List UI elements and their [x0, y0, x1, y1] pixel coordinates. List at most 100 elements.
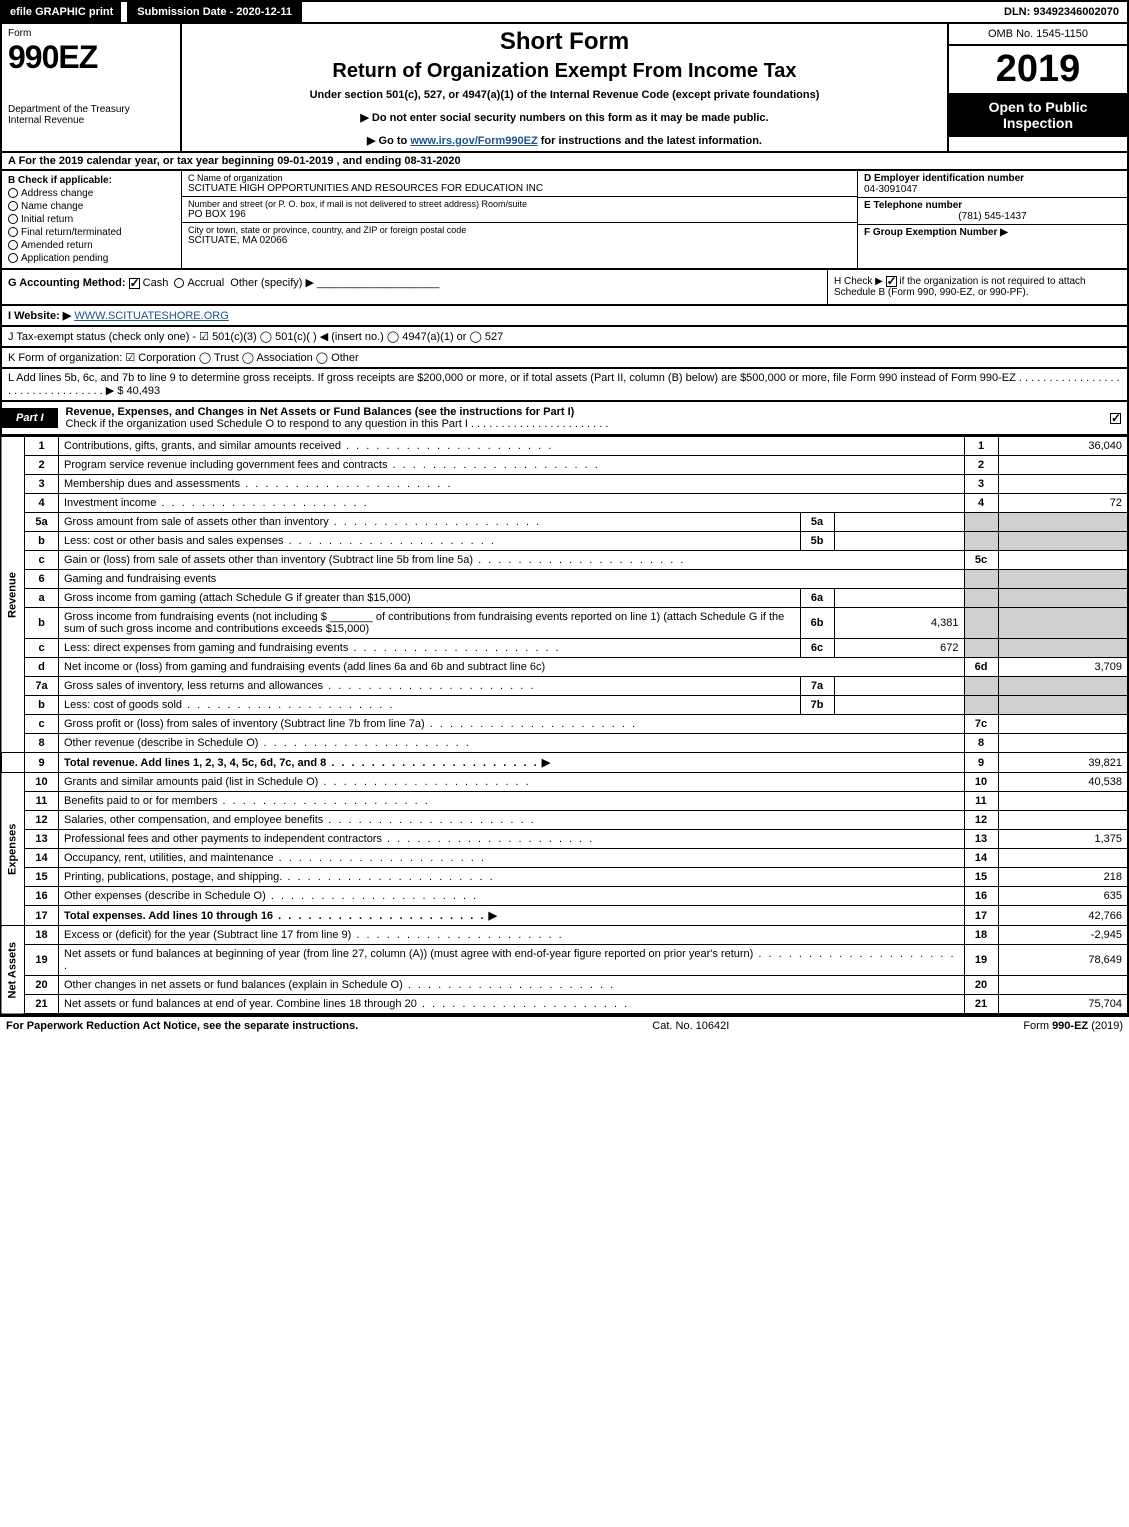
under-section: Under section 501(c), 527, or 4947(a)(1)…: [192, 89, 937, 101]
opt-final-return[interactable]: Final return/terminated: [8, 227, 175, 238]
dln: DLN: 93492346002070: [996, 2, 1127, 22]
short-form-title: Short Form: [192, 28, 937, 56]
org-name-cell: C Name of organization SCITUATE HIGH OPP…: [182, 171, 857, 197]
opt-name-change[interactable]: Name change: [8, 201, 175, 212]
l16-amt: 635: [998, 887, 1128, 906]
name-address-block: C Name of organization SCITUATE HIGH OPP…: [182, 171, 857, 268]
header-right: OMB No. 1545-1150 2019 Open to Public In…: [947, 24, 1127, 151]
irs-link[interactable]: www.irs.gov/Form990EZ: [410, 135, 537, 147]
part1-title: Revenue, Expenses, and Changes in Net As…: [58, 402, 1110, 434]
l-amount: $ 40,493: [117, 385, 160, 397]
l2-num: 2: [25, 456, 59, 475]
g-label: G Accounting Method:: [8, 277, 126, 289]
l17-num: 17: [25, 906, 59, 926]
l14-box: 14: [964, 849, 998, 868]
tax-year: 2019: [949, 46, 1127, 93]
website-row: I Website: ▶ WWW.SCITUATESHORE.ORG: [0, 306, 1129, 327]
ein: 04-3091047: [864, 184, 1121, 195]
l18-amt: -2,945: [998, 926, 1128, 945]
l4-num: 4: [25, 494, 59, 513]
g-h-row: G Accounting Method: Cash Accrual Other …: [0, 270, 1129, 306]
l12-amt: [998, 811, 1128, 830]
k-form-org: K Form of organization: ☑ Corporation ◯ …: [0, 348, 1129, 369]
l12-num: 12: [25, 811, 59, 830]
l5a-mv: [834, 513, 964, 532]
g-accounting: G Accounting Method: Cash Accrual Other …: [2, 270, 827, 304]
l15-box: 15: [964, 868, 998, 887]
l6d-desc: Net income or (loss) from gaming and fun…: [59, 658, 965, 677]
c-label: C Name of organization: [188, 173, 851, 183]
opt-amended-return[interactable]: Amended return: [8, 240, 175, 251]
l7c-amt: [998, 715, 1128, 734]
accrual-radio[interactable]: [174, 278, 184, 288]
l3-amt: [998, 475, 1128, 494]
l7a-mv: [834, 677, 964, 696]
org-city-cell: City or town, state or province, country…: [182, 223, 857, 248]
l17-desc: Total expenses. Add lines 10 through 16 …: [59, 906, 965, 926]
l1-desc: Contributions, gifts, grants, and simila…: [59, 437, 965, 456]
l5a-num: 5a: [25, 513, 59, 532]
l16-desc: Other expenses (describe in Schedule O): [59, 887, 965, 906]
j-tax-status: J Tax-exempt status (check only one) - ☑…: [0, 327, 1129, 348]
l12-box: 12: [964, 811, 998, 830]
part1-label: Part I: [2, 408, 58, 428]
lines-table: Revenue 1 Contributions, gifts, grants, …: [0, 436, 1129, 1015]
efile-button[interactable]: efile GRAPHIC print: [2, 2, 121, 22]
l17-amt: 42,766: [998, 906, 1128, 926]
city-label: City or town, state or province, country…: [188, 225, 851, 235]
e-label: E Telephone number: [864, 200, 1121, 211]
opt-address-change[interactable]: Address change: [8, 188, 175, 199]
l6a-mv: [834, 589, 964, 608]
l13-desc: Professional fees and other payments to …: [59, 830, 965, 849]
cash-checkbox[interactable]: [129, 278, 140, 289]
l8-num: 8: [25, 734, 59, 753]
goto-pre: ▶ Go to: [367, 135, 410, 147]
part1-subtitle: Check if the organization used Schedule …: [66, 418, 609, 430]
h-checkbox[interactable]: [886, 276, 897, 287]
other-label: Other (specify) ▶: [230, 277, 314, 289]
l17-box: 17: [964, 906, 998, 926]
phone-cell: E Telephone number (781) 545-1437: [858, 198, 1127, 225]
l15-amt: 218: [998, 868, 1128, 887]
l14-desc: Occupancy, rent, utilities, and maintena…: [59, 849, 965, 868]
l1-box: 1: [964, 437, 998, 456]
l7b-mv: [834, 696, 964, 715]
l4-amt: 72: [998, 494, 1128, 513]
h-text1: H Check ▶: [834, 276, 886, 287]
netassets-side-label: Net Assets: [1, 926, 25, 1015]
l13-box: 13: [964, 830, 998, 849]
l7b-num: b: [25, 696, 59, 715]
cat-no: Cat. No. 10642I: [652, 1020, 729, 1032]
l18-num: 18: [25, 926, 59, 945]
l6b-mb: 6b: [800, 608, 834, 639]
ein-cell: D Employer identification number 04-3091…: [858, 171, 1127, 198]
l7b-mb: 7b: [800, 696, 834, 715]
l6c-num: c: [25, 639, 59, 658]
opt-application-pending[interactable]: Application pending: [8, 253, 175, 264]
l5c-num: c: [25, 551, 59, 570]
l6a-mb: 6a: [800, 589, 834, 608]
open-public-badge: Open to Public Inspection: [949, 93, 1127, 137]
l9-desc: Total revenue. Add lines 1, 2, 3, 4, 5c,…: [59, 753, 965, 773]
website-link[interactable]: WWW.SCITUATESHORE.ORG: [74, 310, 228, 322]
part1-checkbox[interactable]: [1110, 412, 1127, 424]
employer-id-block: D Employer identification number 04-3091…: [857, 171, 1127, 268]
opt-initial-return[interactable]: Initial return: [8, 214, 175, 225]
l5b-mv: [834, 532, 964, 551]
l10-num: 10: [25, 773, 59, 792]
l1-num: 1: [25, 437, 59, 456]
no-ssn-notice: ▶ Do not enter social security numbers o…: [192, 111, 937, 124]
l2-amt: [998, 456, 1128, 475]
l3-desc: Membership dues and assessments: [59, 475, 965, 494]
submission-date: Submission Date - 2020-12-11: [127, 2, 302, 22]
l20-box: 20: [964, 976, 998, 995]
l11-desc: Benefits paid to or for members: [59, 792, 965, 811]
l18-box: 18: [964, 926, 998, 945]
l9-num: 9: [25, 753, 59, 773]
l6b-mv: 4,381: [834, 608, 964, 639]
addr-label: Number and street (or P. O. box, if mail…: [188, 199, 851, 209]
l5a-mb: 5a: [800, 513, 834, 532]
l8-amt: [998, 734, 1128, 753]
l6-desc: Gaming and fundraising events: [59, 570, 965, 589]
f-label: F Group Exemption Number ▶: [864, 227, 1121, 238]
